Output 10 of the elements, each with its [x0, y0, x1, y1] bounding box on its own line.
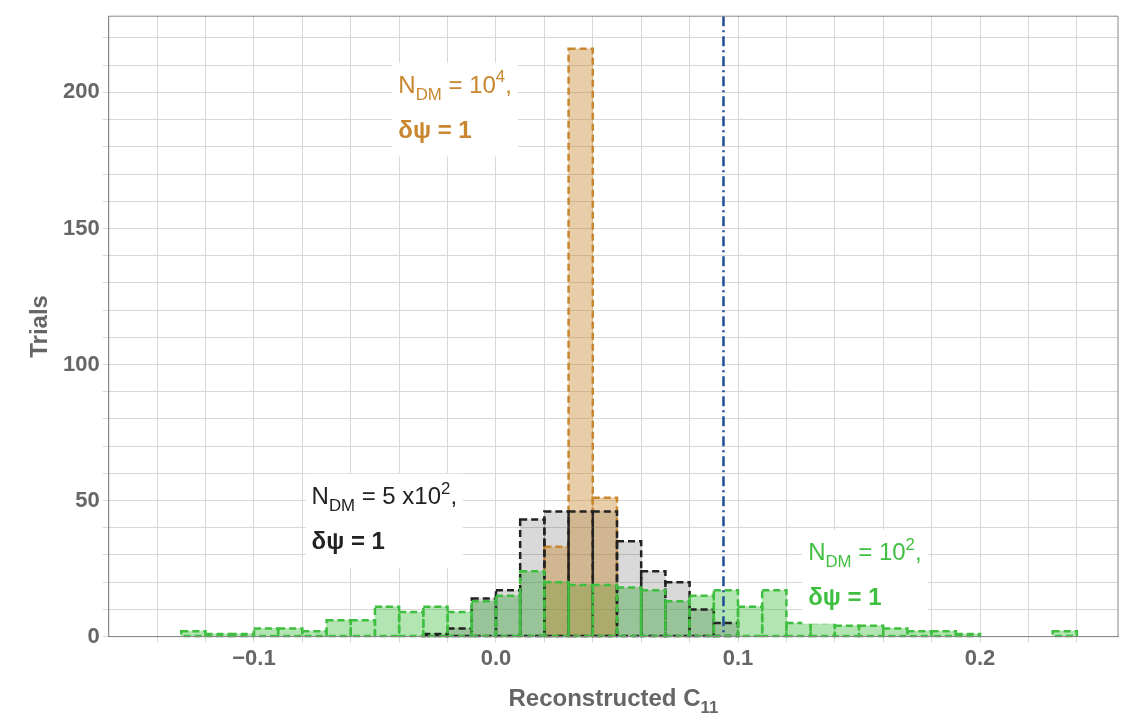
y-tick-label: 200 — [62, 78, 100, 104]
x-tick-label: 0.0 — [480, 644, 512, 670]
x-tick-label: 0.2 — [964, 644, 996, 670]
y-axis-title: Trials — [25, 295, 52, 358]
x-tick-label: 0.1 — [722, 644, 754, 670]
x-tick-label: −0.1 — [232, 644, 276, 670]
y-tick-label: 0 — [87, 622, 100, 648]
y-tick-label: 50 — [75, 486, 100, 512]
y-tick-label: 150 — [62, 214, 100, 240]
y-tick-label: 100 — [62, 350, 100, 376]
